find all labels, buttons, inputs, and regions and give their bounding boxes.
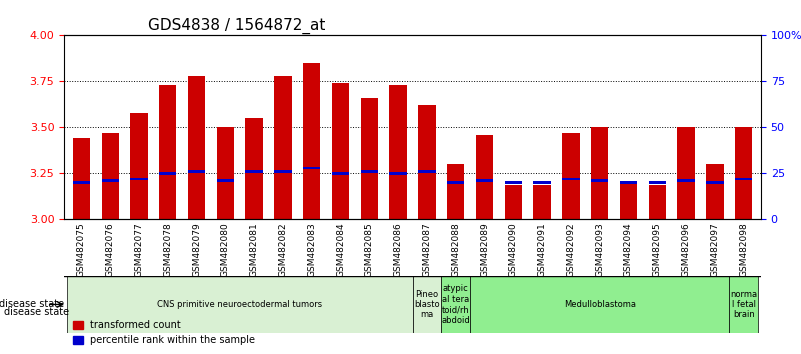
Bar <box>102 179 119 182</box>
Bar <box>332 172 349 175</box>
Bar <box>102 133 119 219</box>
Bar <box>591 127 608 219</box>
Text: GSM482079: GSM482079 <box>192 222 201 277</box>
FancyBboxPatch shape <box>67 276 413 333</box>
Text: GSM482093: GSM482093 <box>595 222 604 277</box>
Bar <box>360 170 378 173</box>
Bar <box>476 135 493 219</box>
Bar <box>591 179 608 182</box>
Bar <box>303 63 320 219</box>
Bar <box>706 164 723 219</box>
Text: GSM482096: GSM482096 <box>682 222 690 277</box>
FancyBboxPatch shape <box>441 276 470 333</box>
Text: atypic
al tera
toid/rh
abdoid: atypic al tera toid/rh abdoid <box>441 284 470 325</box>
Bar <box>533 181 551 184</box>
Text: GSM482091: GSM482091 <box>537 222 546 277</box>
Text: GSM482084: GSM482084 <box>336 222 345 277</box>
Bar <box>245 170 263 173</box>
Bar <box>188 76 205 219</box>
Text: GDS4838 / 1564872_at: GDS4838 / 1564872_at <box>147 18 325 34</box>
Text: Pineo
blasto
ma: Pineo blasto ma <box>414 290 440 319</box>
Bar <box>217 127 234 219</box>
Bar <box>678 179 694 182</box>
Bar <box>447 164 465 219</box>
Bar <box>274 170 292 173</box>
Bar <box>562 133 580 219</box>
Bar <box>303 167 320 169</box>
Bar <box>332 83 349 219</box>
Text: disease state: disease state <box>0 299 64 309</box>
Text: disease state: disease state <box>4 307 69 316</box>
Bar <box>620 183 637 219</box>
Bar <box>245 118 263 219</box>
Text: GSM482092: GSM482092 <box>566 222 575 277</box>
Bar <box>360 98 378 219</box>
Bar <box>447 181 465 184</box>
Bar <box>418 105 436 219</box>
Text: GSM482089: GSM482089 <box>480 222 489 277</box>
Text: GSM482080: GSM482080 <box>221 222 230 277</box>
Bar <box>159 172 176 175</box>
FancyBboxPatch shape <box>729 276 758 333</box>
Text: GSM482076: GSM482076 <box>106 222 115 277</box>
Text: GSM482098: GSM482098 <box>739 222 748 277</box>
Text: Medulloblastoma: Medulloblastoma <box>564 300 636 309</box>
Bar <box>389 85 407 219</box>
Text: GSM482083: GSM482083 <box>308 222 316 277</box>
Text: norma
l fetal
brain: norma l fetal brain <box>730 290 757 319</box>
Text: CNS primitive neuroectodermal tumors: CNS primitive neuroectodermal tumors <box>157 300 322 309</box>
Bar <box>678 127 694 219</box>
Text: GSM482085: GSM482085 <box>364 222 374 277</box>
Bar <box>159 85 176 219</box>
Bar <box>217 179 234 182</box>
Bar <box>649 181 666 184</box>
Bar <box>735 178 752 180</box>
Text: GSM482081: GSM482081 <box>250 222 259 277</box>
Bar <box>562 178 580 180</box>
Bar <box>706 181 723 184</box>
Legend: transformed count, percentile rank within the sample: transformed count, percentile rank withi… <box>69 316 260 349</box>
Text: GSM482086: GSM482086 <box>393 222 403 277</box>
Bar <box>418 170 436 173</box>
Text: GSM482087: GSM482087 <box>422 222 432 277</box>
FancyBboxPatch shape <box>470 276 729 333</box>
FancyBboxPatch shape <box>413 276 441 333</box>
Bar <box>73 181 90 184</box>
Bar <box>649 184 666 219</box>
Text: GSM482090: GSM482090 <box>509 222 517 277</box>
Text: GSM482097: GSM482097 <box>710 222 719 277</box>
Bar <box>188 170 205 173</box>
Bar <box>505 181 522 184</box>
Bar <box>274 76 292 219</box>
Bar <box>735 127 752 219</box>
Bar <box>73 138 90 219</box>
Bar <box>533 184 551 219</box>
Text: GSM482075: GSM482075 <box>77 222 86 277</box>
Bar <box>389 172 407 175</box>
Text: GSM482094: GSM482094 <box>624 222 633 277</box>
Text: GSM482082: GSM482082 <box>279 222 288 277</box>
Bar <box>131 178 147 180</box>
Text: GSM482088: GSM482088 <box>451 222 461 277</box>
Text: GSM482077: GSM482077 <box>135 222 143 277</box>
Bar <box>505 184 522 219</box>
Bar <box>131 113 147 219</box>
Text: GSM482078: GSM482078 <box>163 222 172 277</box>
Bar <box>620 181 637 184</box>
Text: GSM482095: GSM482095 <box>653 222 662 277</box>
Bar <box>476 179 493 182</box>
